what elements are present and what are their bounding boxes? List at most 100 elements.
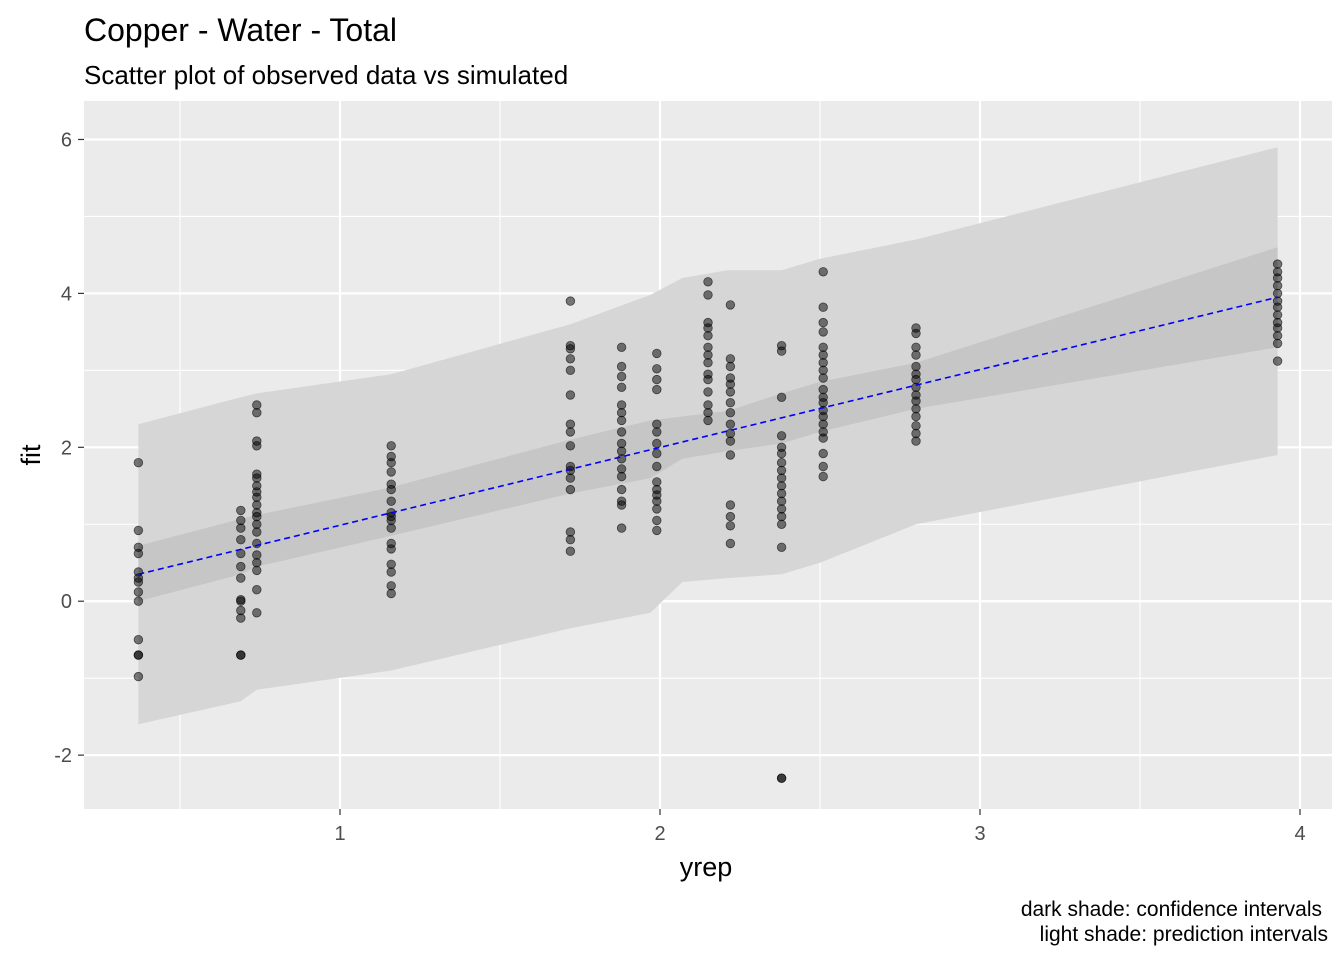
data-point <box>386 523 396 533</box>
y-tick-label: 0 <box>61 591 72 613</box>
y-tick-label: -2 <box>54 745 72 767</box>
data-point <box>652 364 662 374</box>
caption-confidence: dark shade: confidence intervals <box>1021 898 1322 921</box>
data-point <box>818 302 828 312</box>
y-tick-label: 6 <box>61 129 72 151</box>
chart-title: Copper - Water - Total <box>84 12 397 48</box>
data-point <box>703 374 713 385</box>
data-point <box>911 350 921 360</box>
data-point <box>616 484 627 495</box>
data-point <box>133 587 144 597</box>
data-point <box>703 358 713 368</box>
data-point <box>386 484 396 495</box>
data-point <box>776 773 787 783</box>
y-axis: -2 0 2 4 6 <box>54 129 84 767</box>
data-point <box>565 344 576 354</box>
data-point <box>236 650 246 660</box>
data-point <box>565 354 576 364</box>
data-point <box>652 448 662 459</box>
data-point <box>236 523 246 533</box>
data-point <box>911 411 921 422</box>
x-axis: 1 2 3 4 <box>334 809 1306 845</box>
data-point <box>776 519 787 530</box>
data-point <box>133 635 144 645</box>
data-point <box>133 548 144 559</box>
data-point <box>616 427 627 437</box>
data-point <box>236 561 246 572</box>
data-point <box>565 390 576 400</box>
data-point <box>911 328 921 339</box>
data-point <box>776 392 787 403</box>
data-point <box>725 538 736 549</box>
data-point <box>616 371 627 382</box>
data-point <box>386 458 396 468</box>
data-point <box>652 374 662 385</box>
data-point <box>236 596 246 606</box>
data-point <box>818 373 828 383</box>
y-tick-label: 4 <box>61 283 72 305</box>
data-point <box>725 500 736 510</box>
data-point <box>703 331 713 341</box>
x-axis-title: yrep <box>680 852 733 882</box>
data-point <box>652 384 662 395</box>
data-point <box>565 296 576 306</box>
data-point <box>616 361 627 372</box>
data-point <box>386 588 396 599</box>
data-point <box>565 546 576 556</box>
data-point <box>818 448 828 459</box>
data-point <box>703 277 713 287</box>
data-point <box>565 473 576 483</box>
data-point <box>725 361 736 372</box>
data-point <box>616 342 627 353</box>
data-point <box>703 387 713 397</box>
x-tick-label: 1 <box>334 823 345 845</box>
data-point <box>133 525 144 536</box>
data-point <box>725 300 736 310</box>
data-point <box>616 471 627 482</box>
data-point <box>236 535 246 545</box>
data-point <box>725 419 736 429</box>
data-point <box>652 515 662 526</box>
data-point <box>818 471 828 482</box>
data-point <box>616 382 627 393</box>
data-point <box>236 505 246 516</box>
data-point <box>725 408 736 418</box>
x-tick-label: 2 <box>654 823 665 845</box>
data-point <box>725 450 736 460</box>
data-point <box>133 671 144 682</box>
data-point <box>911 436 921 446</box>
data-point <box>252 441 262 451</box>
data-point <box>818 327 828 337</box>
data-point <box>565 484 576 495</box>
data-point <box>616 415 627 426</box>
data-point <box>133 596 144 606</box>
data-point <box>725 398 736 408</box>
data-point <box>818 433 828 443</box>
data-point <box>252 408 262 418</box>
data-point <box>776 346 787 356</box>
data-point <box>252 527 262 537</box>
data-point <box>236 613 246 623</box>
data-point <box>386 441 396 451</box>
fit-line <box>138 296 1278 576</box>
data-point <box>652 348 662 359</box>
data-point <box>1272 338 1283 349</box>
x-tick-label: 3 <box>974 823 985 845</box>
data-point <box>236 573 246 583</box>
data-point <box>616 523 627 533</box>
data-point <box>1272 356 1283 366</box>
data-point <box>565 441 576 451</box>
data-point <box>725 387 736 397</box>
data-point <box>652 525 662 536</box>
data-point <box>386 467 396 477</box>
data-point <box>725 436 736 446</box>
data-point <box>565 365 576 376</box>
data-point <box>776 431 787 441</box>
data-point <box>818 317 828 328</box>
data-point <box>703 290 713 300</box>
x-tick-label: 4 <box>1294 823 1305 845</box>
data-point <box>252 608 262 618</box>
data-point <box>652 438 662 449</box>
data-point <box>616 500 627 510</box>
